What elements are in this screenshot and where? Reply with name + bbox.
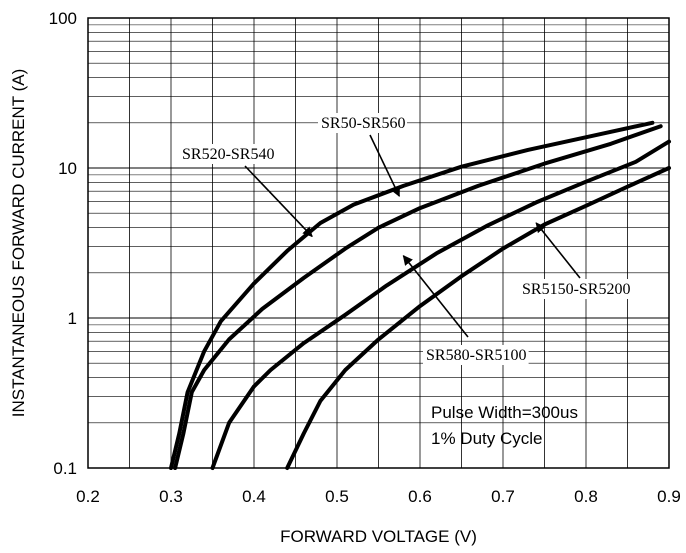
series-annotations: SR520-SR540 SR50-SR560 SR580-SR5100 SR5150-… <box>179 113 633 365</box>
y-tick-label: 100 <box>49 9 77 28</box>
plot-frame <box>87 17 670 469</box>
x-tick-label: 0.4 <box>242 487 266 506</box>
y-tick-label: 10 <box>58 159 77 178</box>
y-tick-label: 1 <box>68 309 77 328</box>
annotation-label-bg <box>423 345 529 365</box>
note-duty-cycle: 1% Duty Cycle <box>431 429 542 448</box>
annotation-sr5150-sr5200: SR5150-SR5200 <box>519 222 633 299</box>
x-tick-label: 0.6 <box>408 487 432 506</box>
x-tick-label: 0.2 <box>76 487 100 506</box>
annotation-arrow <box>535 222 581 279</box>
x-tick-label: 0.8 <box>574 487 598 506</box>
annotation-sr520-sr540: SR520-SR540 <box>179 144 313 238</box>
x-axis-title: FORWARD VOLTAGE (V) <box>280 527 477 546</box>
y-tick-label: 0.1 <box>53 459 77 478</box>
annotation-label-bg <box>519 279 633 299</box>
x-tick-label: 0.3 <box>159 487 183 506</box>
annotation-label: SR5150-SR5200 <box>522 281 630 298</box>
annotation-arrow <box>402 254 469 338</box>
note-pulse-width: Pulse Width=300us <box>431 403 578 422</box>
series-line-sr50-sr560 <box>173 124 663 470</box>
x-tick-label: 0.7 <box>491 487 515 506</box>
annotation-label-bg <box>318 113 407 133</box>
annotation-label: SR520-SR540 <box>182 146 274 163</box>
tick-labels: 0.2 0.3 0.4 0.5 0.6 0.7 0.8 0.9 0.1 1 10 100 <box>49 9 681 506</box>
grid-lines <box>87 17 670 469</box>
annotation-sr580-sr5100: SR580-SR5100 <box>402 254 529 365</box>
test-conditions-note: Pulse Width=300us 1% Duty Cycle <box>431 403 578 448</box>
annotation-sr50-sr560: SR50-SR560 <box>318 113 407 197</box>
annotation-arrow <box>244 165 313 238</box>
annotation-label: SR580-SR5100 <box>426 347 526 364</box>
x-tick-label: 0.5 <box>325 487 349 506</box>
x-tick-label: 0.9 <box>657 487 681 506</box>
annotation-label: SR50-SR560 <box>321 115 405 132</box>
annotation-label-bg <box>179 144 277 164</box>
annotation-arrow <box>369 134 400 197</box>
series-line-sr5150-sr5200 <box>285 166 671 470</box>
series-line-sr580-sr5100 <box>210 139 671 470</box>
y-axis-title: INSTANTANEOUS FORWARD CURRENT (A) <box>9 69 28 418</box>
